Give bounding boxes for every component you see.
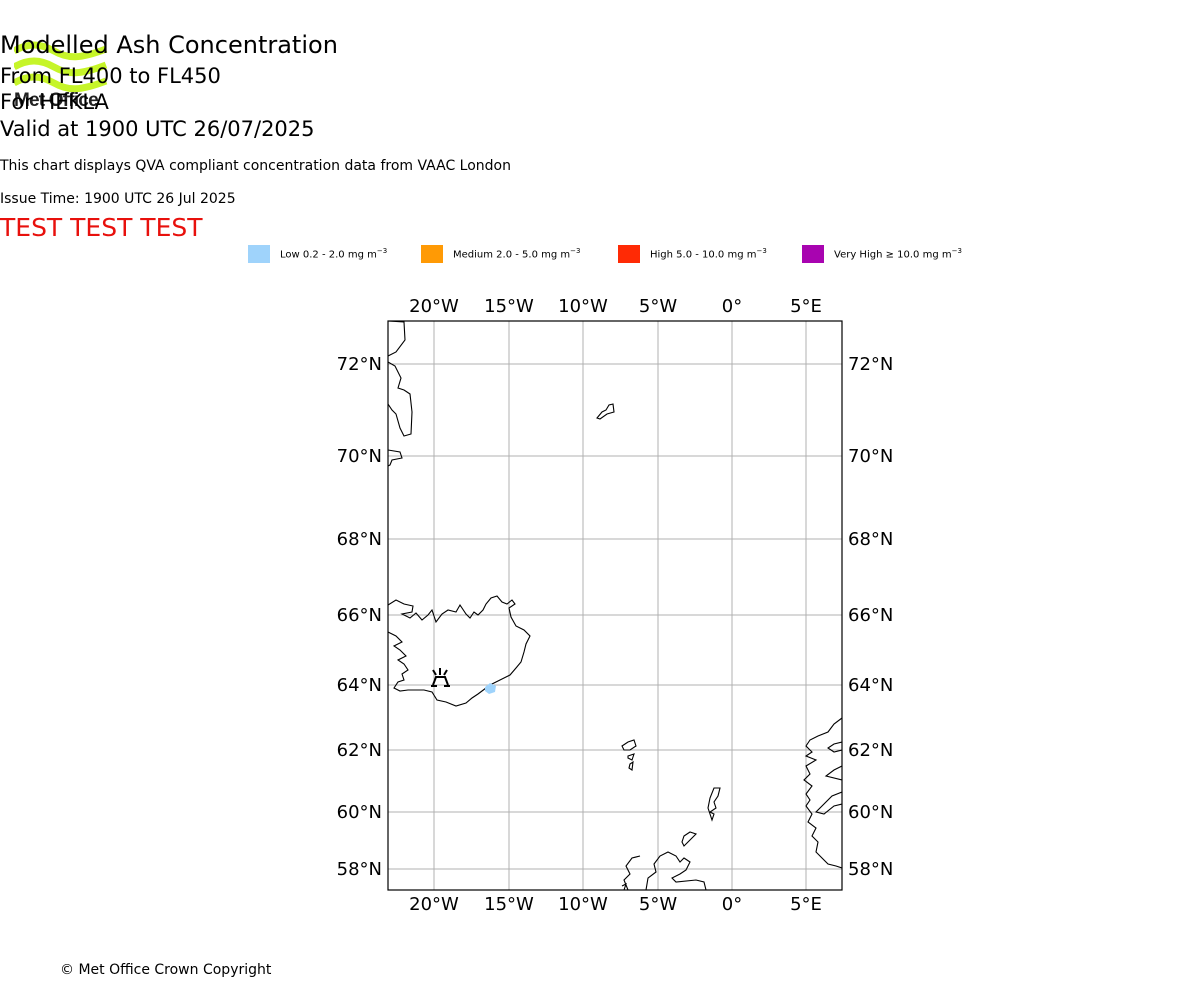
legend-swatch-medium: [421, 245, 443, 263]
lat-ticks-left: 72°N 70°N 68°N 66°N 64°N 62°N 60°N 58°N: [337, 354, 382, 880]
lon-ticks-top: 20°W 15°W 10°W 5°W 0° 5°E: [409, 296, 822, 317]
copyright-notice: © Met Office Crown Copyright: [60, 962, 272, 978]
legend-label-medium: Medium 2.0 - 5.0 mg m: [453, 249, 571, 261]
jan-mayen-coast: [596, 403, 615, 420]
map-frame: [387, 320, 843, 891]
norway-coast: [803, 717, 842, 869]
lat-tick-label: 62°N: [848, 740, 893, 761]
legend-label-low: Low 0.2 - 2.0 mg m: [280, 249, 377, 261]
map-gridlines: [388, 321, 842, 890]
ash-area-low: [485, 683, 496, 694]
legend-label-high: High 5.0 - 10.0 mg m: [650, 249, 757, 261]
orkney-coast: [681, 831, 698, 847]
lat-tick-label: 60°N: [848, 802, 893, 823]
volcano-icon: [431, 668, 450, 687]
lat-tick-label: 70°N: [848, 446, 893, 467]
legend-swatch-low: [248, 245, 270, 263]
legend-item-low: Low 0.2 - 2.0 mg m−3: [248, 244, 387, 264]
volcano-name: For HEKLA: [0, 90, 109, 114]
legend-swatch-high: [618, 245, 640, 263]
lat-tick-label: 70°N: [337, 446, 382, 467]
lat-tick-label: 64°N: [848, 675, 893, 696]
shetland-coast: [707, 787, 721, 822]
lat-tick-label: 66°N: [848, 605, 893, 626]
lon-tick-label: 10°W: [558, 296, 608, 317]
issue-time: Issue Time: 1900 UTC 26 Jul 2025: [0, 191, 236, 207]
coastlines: [388, 321, 842, 890]
lon-tick-label: 20°W: [409, 894, 459, 915]
valid-time: Valid at 1900 UTC 26/07/2025: [0, 117, 315, 141]
lon-ticks-bottom: 20°W 15°W 10°W 5°W 0° 5°E: [409, 894, 822, 915]
lat-ticks-right: 72°N 70°N 68°N 66°N 64°N 62°N 60°N 58°N: [848, 354, 893, 880]
lon-tick-label: 20°W: [409, 296, 459, 317]
lon-tick-label: 5°W: [639, 894, 677, 915]
flight-level-range: From FL400 to FL450: [0, 64, 221, 88]
lat-tick-label: 64°N: [337, 675, 382, 696]
lon-tick-label: 5°E: [790, 894, 822, 915]
lat-tick-label: 66°N: [337, 605, 382, 626]
lat-tick-label: 72°N: [337, 354, 382, 375]
lon-tick-label: 0°: [722, 894, 742, 915]
legend-item-high: High 5.0 - 10.0 mg m−3: [618, 244, 767, 264]
legend-swatch-very-high: [802, 245, 824, 263]
lat-tick-label: 72°N: [848, 354, 893, 375]
legend-label-very-high: Very High ≥ 10.0 mg m: [834, 249, 952, 261]
met-office-logo-text: Met Office: [14, 90, 99, 111]
lon-tick-label: 15°W: [484, 296, 534, 317]
lat-tick-label: 62°N: [337, 740, 382, 761]
lon-tick-label: 10°W: [558, 894, 608, 915]
chart-description: This chart displays QVA compliant concen…: [0, 158, 511, 174]
met-office-logo-icon: [14, 41, 108, 93]
lat-tick-label: 58°N: [337, 859, 382, 880]
lon-tick-label: 0°: [722, 296, 742, 317]
lat-tick-label: 58°N: [848, 859, 893, 880]
test-banner: TEST TEST TEST: [0, 213, 203, 242]
lat-tick-label: 68°N: [848, 529, 893, 550]
legend-item-very-high: Very High ≥ 10.0 mg m−3: [802, 244, 962, 264]
lon-tick-label: 5°W: [639, 296, 677, 317]
legend-item-medium: Medium 2.0 - 5.0 mg m−3: [421, 244, 580, 264]
greenland-coast: [388, 321, 413, 467]
lon-tick-label: 15°W: [484, 894, 534, 915]
iceland-coast: [388, 595, 531, 707]
faroe-islands-coast: [621, 739, 637, 771]
scotland-coast: [621, 851, 707, 890]
chart-title: Modelled Ash Concentration: [0, 31, 338, 59]
lat-tick-label: 68°N: [337, 529, 382, 550]
lon-tick-label: 5°E: [790, 296, 822, 317]
lat-tick-label: 60°N: [337, 802, 382, 823]
